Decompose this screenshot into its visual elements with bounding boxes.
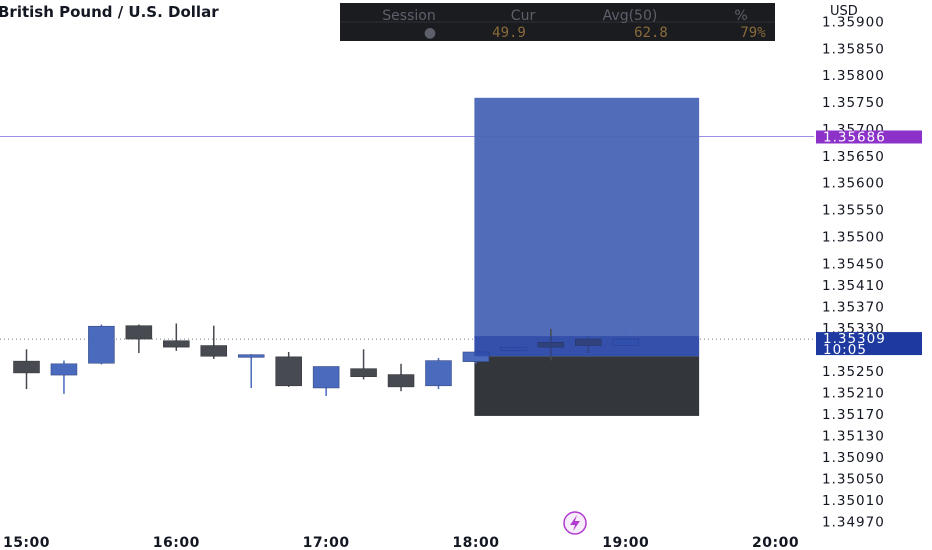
current-price-badge-bg	[816, 332, 922, 356]
time-tick-label: 16:00	[153, 535, 200, 550]
table-value-cur: 49.9	[492, 25, 526, 41]
time-tick-label: 15:00	[3, 535, 50, 550]
candles-layer	[13, 323, 640, 397]
lightning-icon-bolt	[570, 515, 580, 531]
price-tick-label: 1.35800	[822, 68, 885, 84]
candle-body	[237, 354, 265, 358]
current-price-badge[interactable]: 1.35309 10:05	[816, 331, 922, 358]
price-tick-label: 1.35900	[822, 14, 885, 30]
price-tick-label: 1.35090	[822, 450, 885, 466]
candle[interactable]	[125, 324, 153, 354]
session-dot-icon: ●	[424, 25, 436, 41]
candle[interactable]	[312, 366, 340, 397]
candle[interactable]	[50, 360, 78, 394]
time-tick-label: 20:00	[752, 535, 799, 550]
candle-body	[200, 345, 228, 357]
candle-body	[163, 340, 190, 348]
table-header-cur: Cur	[511, 8, 536, 24]
price-axis-bg[interactable]	[814, 0, 932, 550]
hline-price-label: 1.35686	[823, 129, 886, 145]
price-tick-label: 1.35010	[822, 493, 885, 509]
current-price-label: 1.35309	[823, 331, 886, 347]
price-axis[interactable]: 1.359001.358501.358001.357501.357001.356…	[822, 14, 885, 530]
lightning-icon[interactable]	[563, 511, 587, 535]
candle[interactable]	[163, 323, 190, 351]
candle[interactable]	[425, 357, 452, 390]
candle[interactable]	[88, 324, 115, 365]
price-tick-label: 1.35450	[822, 256, 885, 272]
price-tick-label: 1.35370	[822, 299, 885, 315]
candle-body	[350, 368, 377, 377]
table-header-percent: %	[734, 8, 747, 24]
price-tick-label: 1.35750	[822, 95, 885, 111]
price-tick-label: 1.34970	[822, 514, 885, 530]
candle[interactable]	[387, 363, 415, 392]
position-entry-band	[474, 336, 700, 357]
price-tick-label: 1.35600	[822, 176, 885, 192]
candle-body	[88, 325, 115, 364]
candle[interactable]	[237, 354, 265, 388]
candle[interactable]	[13, 349, 40, 390]
candle-body	[312, 366, 340, 389]
bar-countdown-label: 10:05	[823, 342, 867, 358]
candle[interactable]	[350, 349, 377, 380]
table-header-session: Session	[382, 8, 435, 24]
position-loss-zone[interactable]	[474, 356, 700, 416]
price-tick-label: 1.35130	[822, 428, 885, 444]
price-tick-label: 1.35250	[822, 364, 885, 380]
candle-body	[50, 363, 78, 376]
hline-badge[interactable]: 1.35686	[816, 129, 922, 145]
price-tick-label: 1.35550	[822, 203, 885, 219]
candle-body	[125, 325, 153, 340]
hline-price-badge[interactable]	[816, 130, 922, 144]
indicator-table: Session Cur Avg(50) % ● 49.9 62.8 79%	[340, 3, 775, 41]
time-tick-label: 18:00	[452, 535, 499, 550]
table-value-avg: 62.8	[634, 25, 668, 41]
long-position-tool[interactable]	[474, 97, 700, 416]
price-tick-label: 1.35650	[822, 149, 885, 165]
position-profit-zone[interactable]	[474, 97, 700, 357]
price-tick-label: 1.35500	[822, 229, 885, 245]
candle-body	[387, 374, 415, 388]
time-tick-label: 19:00	[602, 535, 649, 550]
table-header-avg: Avg(50)	[603, 8, 658, 24]
time-axis[interactable]: 15:00 16:00 17:00 18:00 19:00 20:00	[3, 535, 799, 550]
price-tick-label: 1.35050	[822, 471, 885, 487]
chart-title: British Pound / U.S. Dollar	[0, 3, 219, 21]
price-tick-label: 1.35170	[822, 407, 885, 423]
candle[interactable]	[200, 325, 228, 359]
currency-label: USD	[830, 4, 858, 19]
candle-body	[425, 360, 452, 387]
price-tick-label: 1.35410	[822, 278, 885, 294]
candle[interactable]	[275, 351, 302, 387]
candle-body	[275, 356, 302, 387]
candle-body	[13, 360, 40, 374]
time-tick-label: 17:00	[303, 535, 350, 550]
price-tick-label: 1.35850	[822, 41, 885, 57]
table-value-percent: 79%	[740, 25, 766, 41]
price-tick-label: 1.35210	[822, 385, 885, 401]
